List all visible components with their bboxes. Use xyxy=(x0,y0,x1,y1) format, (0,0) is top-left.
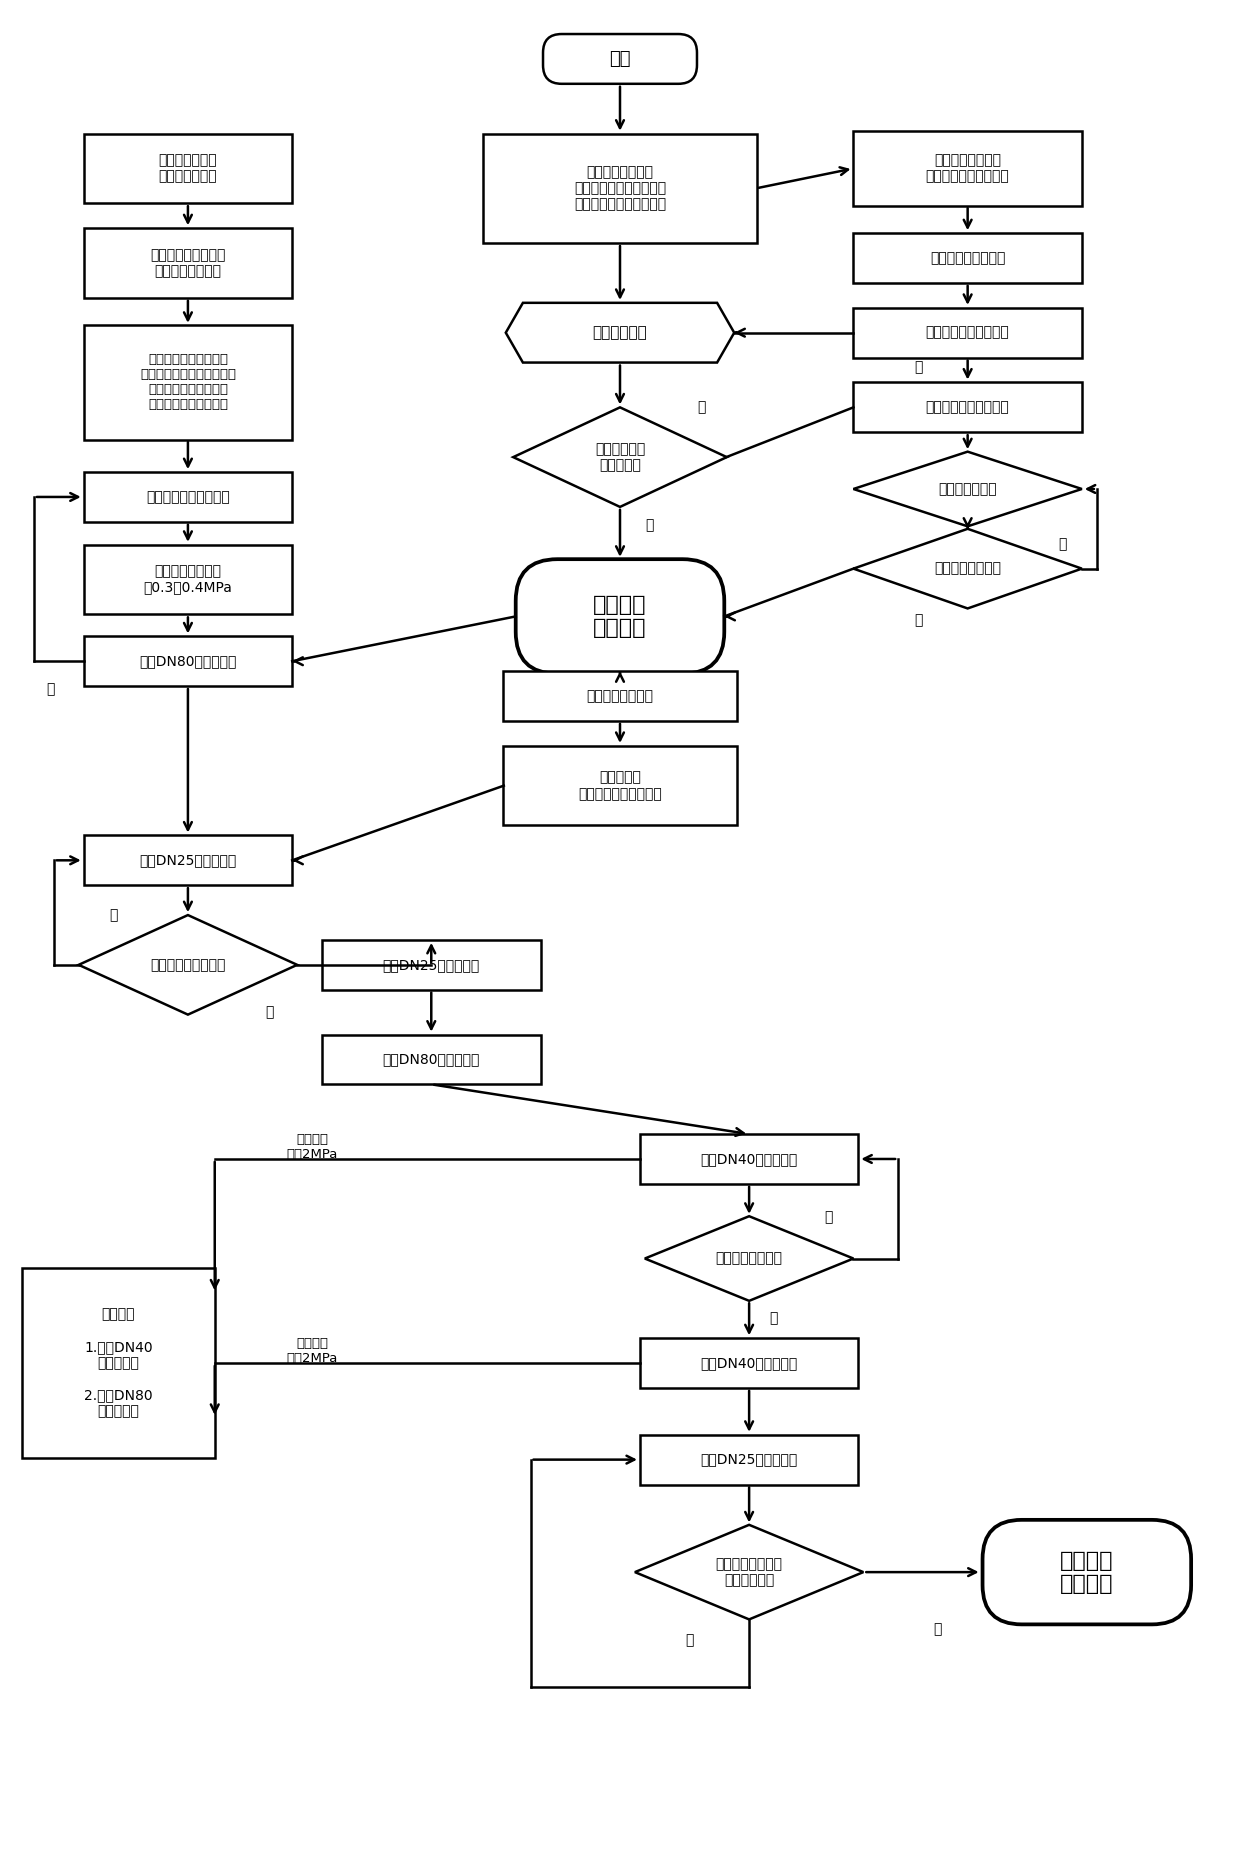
Text: 否: 否 xyxy=(46,681,55,696)
Bar xyxy=(83,326,293,439)
Text: 否: 否 xyxy=(914,361,923,374)
Bar xyxy=(503,747,737,825)
Text: 液氮罐内压力是否
达到预定值？: 液氮罐内压力是否 达到预定值？ xyxy=(715,1557,782,1586)
Text: 否: 否 xyxy=(1058,536,1066,551)
Polygon shape xyxy=(506,304,734,363)
Text: 打开DN40气动截止阀: 打开DN40气动截止阀 xyxy=(701,1153,797,1166)
Bar xyxy=(853,130,1081,207)
Text: 置换洞内气体: 置换洞内气体 xyxy=(593,326,647,341)
Text: 开始记录试验数据: 开始记录试验数据 xyxy=(587,689,653,704)
Text: 清洗是否达到要求？: 清洗是否达到要求？ xyxy=(150,957,226,972)
Bar xyxy=(640,1436,858,1484)
Bar xyxy=(853,307,1081,358)
Text: 管内已充满液氮？: 管内已充满液氮？ xyxy=(715,1251,782,1266)
Text: 达到预定真空度？: 达到预定真空度？ xyxy=(934,562,1001,575)
Polygon shape xyxy=(513,408,727,506)
Text: 是: 是 xyxy=(265,1005,274,1020)
Text: 运行抽真空系统: 运行抽真空系统 xyxy=(939,482,997,495)
Polygon shape xyxy=(853,529,1081,609)
Text: 关闭冷却器进、排水阀: 关闭冷却器进、排水阀 xyxy=(926,326,1009,339)
Polygon shape xyxy=(78,914,298,1015)
Text: 否: 否 xyxy=(697,400,706,415)
Bar xyxy=(322,940,541,991)
Text: 是: 是 xyxy=(934,1622,942,1637)
Bar xyxy=(484,134,756,244)
Text: 达到预定露点
温度指标？: 达到预定露点 温度指标？ xyxy=(595,441,645,473)
Text: 换热器管道防冻液置换: 换热器管道防冻液置换 xyxy=(926,400,1009,415)
Text: 风洞本体准备就绪
（模型，测量装置等）: 风洞本体准备就绪 （模型，测量装置等） xyxy=(926,153,1009,184)
Text: 立即泄压

1.关闭DN40
气动截止阀

2.打开DN80
气动截止阀: 立即泄压 1.关闭DN40 气动截止阀 2.打开DN80 气动截止阀 xyxy=(84,1307,153,1419)
Text: 是: 是 xyxy=(646,518,653,533)
Polygon shape xyxy=(635,1525,863,1620)
Text: 关闭DN25气动截止阀: 关闭DN25气动截止阀 xyxy=(383,957,480,972)
Bar xyxy=(640,1134,858,1184)
Text: 打开DN80气动截止阀: 打开DN80气动截止阀 xyxy=(139,654,237,668)
Text: 完成液氮的转储
（提前约一周）: 完成液氮的转储 （提前约一周） xyxy=(159,153,217,184)
Bar xyxy=(853,233,1081,283)
Text: 风洞本体
准备完毕: 风洞本体 准备完毕 xyxy=(593,594,647,639)
Text: 是: 是 xyxy=(770,1311,779,1326)
Bar xyxy=(503,670,737,721)
Text: 开启液氮罐自增压系统: 开启液氮罐自增压系统 xyxy=(146,490,229,505)
Bar xyxy=(83,637,293,685)
FancyBboxPatch shape xyxy=(543,34,697,84)
Text: 打开DN25气动截止阀: 打开DN25气动截止阀 xyxy=(701,1452,797,1467)
Text: 管路压力
大于2MPa: 管路压力 大于2MPa xyxy=(286,1337,337,1365)
Text: 管路压力
大于2MPa: 管路压力 大于2MPa xyxy=(286,1134,337,1162)
Bar xyxy=(640,1339,858,1387)
Text: 否: 否 xyxy=(686,1633,693,1646)
Text: 关闭DN40气动截止阀: 关闭DN40气动截止阀 xyxy=(701,1356,797,1370)
Bar xyxy=(21,1268,216,1458)
Text: 是: 是 xyxy=(914,613,923,627)
Text: 排空冷却器内残留水: 排空冷却器内残留水 xyxy=(930,251,1006,264)
Text: 准备: 准备 xyxy=(609,50,631,67)
Bar xyxy=(322,1035,541,1084)
Text: 液氮供给
准备完毕: 液氮供给 准备完毕 xyxy=(1060,1551,1114,1594)
Bar xyxy=(853,382,1081,432)
Bar xyxy=(83,546,293,614)
Text: 否: 否 xyxy=(109,909,118,922)
Text: 关闭DN80气动截止阀: 关闭DN80气动截止阀 xyxy=(383,1052,480,1067)
Text: 调节配气台各输出压力
（预增压气路、挤推气路、
高压驱动气动阀供气、
低压驱动气动阀供气）: 调节配气台各输出压力 （预增压气路、挤推气路、 高压驱动气动阀供气、 低压驱动气… xyxy=(140,354,236,412)
Polygon shape xyxy=(853,452,1081,527)
Text: 完成高压气瓶组充气
（至少提前半天）: 完成高压气瓶组充气 （至少提前半天） xyxy=(150,248,226,277)
Polygon shape xyxy=(645,1216,853,1302)
Bar xyxy=(83,836,293,884)
Text: 否: 否 xyxy=(825,1210,833,1223)
FancyBboxPatch shape xyxy=(982,1519,1192,1624)
Text: 测控系统准备完毕
（监控参数，安全联锁，
各项操作及数显均正常）: 测控系统准备完毕 （监控参数，安全联锁， 各项操作及数显均正常） xyxy=(574,166,666,212)
Text: 调节液氮罐内压力
为0.3～0.4MPa: 调节液氮罐内压力 为0.3～0.4MPa xyxy=(144,564,232,594)
Bar xyxy=(83,134,293,203)
FancyBboxPatch shape xyxy=(516,559,724,674)
Bar xyxy=(83,229,293,298)
Text: 打开DN25气动截止阀: 打开DN25气动截止阀 xyxy=(139,853,237,868)
Text: 开启压缩机
（低转速，小静叶角）: 开启压缩机 （低转速，小静叶角） xyxy=(578,771,662,801)
Bar xyxy=(83,473,293,521)
